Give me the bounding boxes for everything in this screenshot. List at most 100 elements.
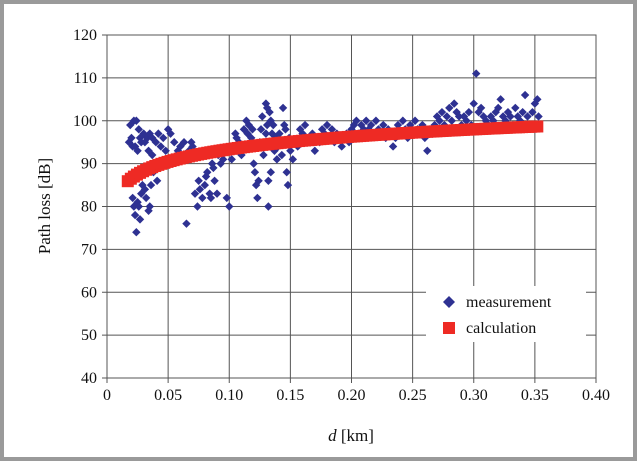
- measurement-point: [410, 116, 420, 125]
- measurement-point: [187, 137, 196, 147]
- measurement-point: [534, 112, 543, 121]
- measurement-point: [198, 193, 207, 203]
- measurement-point: [166, 129, 175, 138]
- measurement-point: [135, 215, 145, 224]
- measurement-point: [506, 112, 515, 121]
- measurement-point: [442, 112, 452, 121]
- measurement-point: [523, 112, 532, 121]
- measurement-point: [264, 202, 273, 211]
- measurement-point: [248, 125, 257, 134]
- measurement-point: [207, 159, 217, 168]
- measurement-point: [393, 120, 403, 130]
- y-tick-label: 80: [81, 199, 97, 216]
- calculation-series: [121, 120, 544, 188]
- measurement-point: [227, 155, 236, 164]
- legend-calculation-label: calculation: [466, 320, 536, 337]
- measurement-point: [179, 137, 189, 147]
- measurement-point: [262, 103, 272, 113]
- measurement-point: [300, 120, 310, 130]
- measurement-point: [371, 116, 381, 125]
- measurement-point: [516, 116, 525, 125]
- measurement-point: [277, 150, 287, 160]
- measurement-point: [253, 193, 262, 203]
- measurement-point: [278, 103, 288, 113]
- measurement-point: [209, 163, 218, 173]
- measurement-point: [218, 155, 228, 164]
- measurement-point: [423, 146, 432, 155]
- measurement-point: [222, 193, 232, 203]
- measurement-point: [275, 129, 284, 138]
- measurement-point: [194, 176, 203, 185]
- measurement-point: [254, 176, 263, 185]
- measurement-point: [203, 168, 212, 177]
- x-tick-label: 0.35: [521, 387, 549, 404]
- measurement-point: [281, 125, 290, 134]
- calculation-point: [531, 120, 544, 133]
- measurement-point: [496, 95, 505, 104]
- measurement-point: [286, 146, 295, 155]
- y-tick-label: 90: [81, 156, 97, 173]
- y-tick-labels: 40 50 60 70 80 90 100 110 120: [73, 27, 97, 387]
- measurement-point: [127, 133, 136, 143]
- x-tick-label: 0.10: [215, 387, 243, 404]
- measurement-point: [130, 210, 140, 220]
- measurement-point: [528, 107, 537, 117]
- measurement-point: [133, 198, 142, 207]
- measurement-point: [361, 116, 371, 125]
- measurement-point: [140, 185, 150, 194]
- x-tick-label: 0.25: [399, 387, 427, 404]
- measurement-point: [133, 146, 142, 155]
- legend-measurement-marker: [443, 296, 455, 308]
- measurement-point: [132, 116, 141, 125]
- y-axis-label: Path loss [dB]: [35, 158, 54, 254]
- measurement-point: [193, 202, 202, 211]
- measurement-point: [244, 120, 254, 130]
- measurement-point: [266, 168, 276, 177]
- measurement-point: [445, 103, 454, 113]
- measurement-point: [170, 137, 179, 147]
- measurement-point: [146, 180, 156, 190]
- measurement-point: [494, 103, 503, 113]
- measurement-point: [471, 69, 481, 78]
- measurement-point: [141, 193, 151, 203]
- measurement-point: [152, 176, 162, 185]
- measurement-point: [357, 120, 366, 130]
- measurement-point: [398, 116, 408, 125]
- measurement-point: [288, 155, 298, 164]
- measurement-point: [327, 125, 337, 134]
- x-axis-label: d [km]: [328, 426, 374, 445]
- measurement-point: [161, 146, 170, 155]
- measurement-point: [265, 107, 274, 117]
- measurement-point: [256, 125, 266, 134]
- measurement-point: [261, 99, 271, 108]
- measurement-point: [476, 103, 486, 113]
- measurement-point: [418, 120, 427, 130]
- measurement-point: [258, 112, 267, 121]
- measurement-point: [212, 189, 222, 198]
- measurement-point: [352, 116, 361, 125]
- x-tick-label: 0.20: [338, 387, 366, 404]
- measurement-point: [182, 219, 191, 228]
- measurement-point: [206, 193, 216, 203]
- measurement-point: [264, 176, 273, 185]
- measurement-point: [282, 168, 291, 177]
- measurement-point: [388, 142, 398, 151]
- measurement-point: [145, 202, 154, 211]
- measurement-point: [190, 189, 200, 198]
- x-tick-label: 0: [103, 387, 111, 404]
- measurement-point: [310, 146, 320, 155]
- measurement-point: [337, 142, 346, 151]
- measurement-point: [533, 95, 542, 104]
- measurement-point: [151, 137, 161, 147]
- measurement-point: [154, 129, 163, 138]
- measurement-point: [283, 180, 293, 190]
- measurement-point: [148, 150, 157, 160]
- measurement-point: [437, 107, 447, 117]
- x-tick-labels: 0 0.05 0.10 0.15 0.20 0.25 0.30 0.35 0.40: [103, 387, 610, 404]
- x-axis-label-unit: [km]: [337, 426, 374, 445]
- measurement-point: [322, 120, 332, 130]
- measurement-point: [435, 116, 444, 125]
- legend-measurement-label: measurement: [466, 294, 552, 311]
- measurement-point: [128, 193, 137, 203]
